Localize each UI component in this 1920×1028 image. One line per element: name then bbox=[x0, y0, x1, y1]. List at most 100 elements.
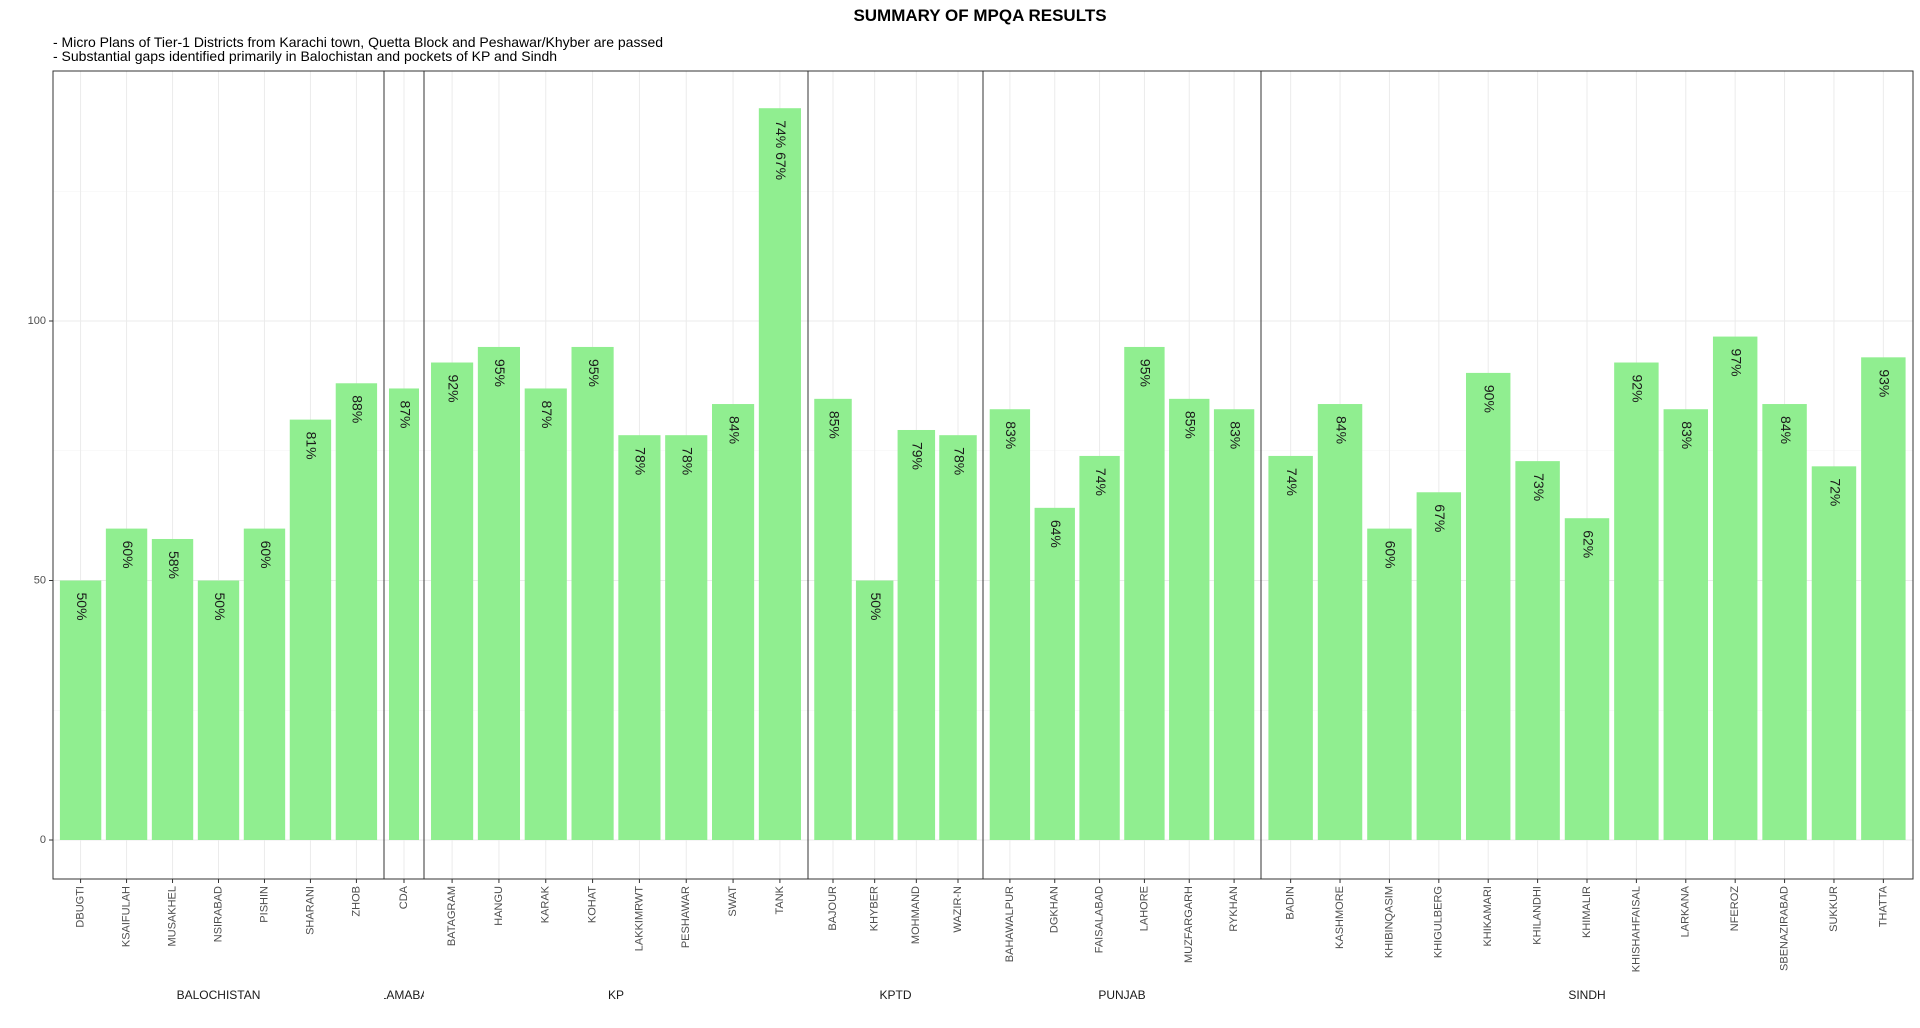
bar-value-label: 92% bbox=[1630, 375, 1646, 403]
bar-wazir-n bbox=[939, 435, 977, 840]
bar-value-label: 85% bbox=[1183, 411, 1199, 439]
bar-sukkur bbox=[1811, 466, 1857, 840]
bar-khilandhi bbox=[1515, 461, 1560, 840]
bar-value-label: 88% bbox=[350, 395, 366, 423]
bar-value-label: 62% bbox=[1580, 530, 1596, 558]
bar-value-label: 93% bbox=[1877, 369, 1893, 397]
bar-kashmore bbox=[1317, 404, 1363, 840]
bar-lahore bbox=[1124, 346, 1165, 840]
bar-value-label: 83% bbox=[1227, 421, 1243, 449]
x-category-label: BAJOUR bbox=[827, 886, 839, 931]
bar-value-label: 58% bbox=[166, 551, 182, 579]
bar-value-label: 73% bbox=[1531, 473, 1547, 501]
x-category-label: KHYBER bbox=[869, 886, 881, 931]
x-category-label: BATAGRAM bbox=[446, 886, 458, 946]
bar-value-label: 83% bbox=[1679, 421, 1695, 449]
bar-value-label: 50% bbox=[868, 593, 884, 621]
bar-nferoz bbox=[1712, 336, 1758, 840]
bar-value-label: 64% bbox=[1048, 520, 1064, 548]
bar-value-label: 60% bbox=[258, 541, 274, 569]
x-category-label: KHIGULBERG bbox=[1433, 886, 1445, 958]
bar-value-label: 92% bbox=[445, 375, 461, 403]
x-category-label: CDA bbox=[398, 885, 410, 909]
subtitle-note-1: - Micro Plans of Tier-1 Districts from K… bbox=[53, 34, 664, 50]
bar-rykhan bbox=[1213, 409, 1255, 840]
bar-musakhel bbox=[151, 538, 194, 840]
y-tick-label: 50 bbox=[34, 574, 46, 586]
bar-value-label: 84% bbox=[1778, 416, 1794, 444]
x-category-label: SWAT bbox=[727, 886, 739, 917]
bar-value-label: 67% bbox=[1432, 504, 1448, 532]
bar-nsirabad bbox=[197, 580, 240, 840]
y-axis: 0 50 100 bbox=[28, 315, 1884, 883]
x-category-label: DGKHAN bbox=[1049, 886, 1061, 933]
bar-value-label: 90% bbox=[1482, 385, 1498, 413]
bar-muzfargarh bbox=[1169, 398, 1210, 840]
x-category-label: PISHIN bbox=[258, 886, 270, 923]
x-category-label: NSIRABAD bbox=[212, 886, 224, 942]
x-category-label: SBENAZIRABAD bbox=[1778, 886, 1790, 971]
x-axis-labels: DBUGTI KSAIFULAH MUSAKHEL NSIRABAD PISHIN SHA… bbox=[74, 885, 1889, 972]
bar-value-label: 78% bbox=[680, 447, 696, 475]
x-category-label: BADIN bbox=[1285, 886, 1297, 920]
x-category-label: KHISHAHFAISAL bbox=[1630, 886, 1642, 972]
x-category-label: THATTA bbox=[1877, 885, 1889, 927]
x-category-label: KOHAT bbox=[586, 886, 598, 923]
bar-value-label: 83% bbox=[1003, 421, 1019, 449]
y-tick-label: 0 bbox=[40, 834, 46, 846]
group-label-sindh: SINDH bbox=[1568, 988, 1605, 1002]
x-category-label: BAHAWALPUR bbox=[1004, 886, 1016, 962]
x-category-label: KSAIFULAH bbox=[120, 886, 132, 947]
bar-value-label: 95% bbox=[492, 359, 508, 387]
chart-title: SUMMARY OF MPQA RESULTS bbox=[853, 6, 1107, 25]
bar-zhob bbox=[335, 383, 378, 840]
y-tick-label: 100 bbox=[28, 315, 46, 327]
bar-swat bbox=[712, 404, 755, 840]
bar-khimalir bbox=[1564, 518, 1610, 840]
bar-value-label: 84% bbox=[1333, 416, 1349, 444]
bar-batagram bbox=[431, 362, 474, 840]
bar-bahawalpur bbox=[989, 409, 1031, 840]
group-label-balochistan: BALOCHISTAN bbox=[177, 988, 261, 1002]
x-category-label: FAISALABAD bbox=[1093, 886, 1105, 953]
x-category-label: RYKHAN bbox=[1228, 886, 1240, 932]
bar-value-label: 95% bbox=[586, 359, 602, 387]
group-labels: BALOCHISTAN LAMABA KP KPTD PUNJAB SINDH bbox=[177, 988, 1606, 1002]
x-category-label: NFEROZ bbox=[1729, 886, 1741, 932]
bar-peshawar bbox=[665, 435, 708, 840]
bar-dbugti bbox=[59, 580, 102, 840]
subtitle-note-2: - Substantial gaps identified primarily … bbox=[53, 48, 558, 64]
bar-khibinqasim bbox=[1367, 528, 1412, 840]
bar-kohat bbox=[571, 346, 614, 840]
bar-value-label: 85% bbox=[826, 411, 842, 439]
bar-khikamari bbox=[1465, 372, 1511, 840]
bar-value-label: 87% bbox=[539, 400, 555, 428]
bar-value-label: 81% bbox=[304, 432, 320, 460]
bar-faisalabad bbox=[1079, 455, 1120, 840]
bar-sharani bbox=[289, 419, 332, 840]
x-category-label: KHIKAMARI bbox=[1482, 886, 1494, 947]
bar-sbenazirabad bbox=[1762, 404, 1807, 840]
bar-dgkhan bbox=[1034, 507, 1075, 840]
bar-value-label: 78% bbox=[951, 447, 967, 475]
bar-khigulberg bbox=[1416, 492, 1462, 840]
bar-value-label: 74% 67% bbox=[773, 120, 789, 180]
x-category-label: LARKANA bbox=[1680, 885, 1692, 937]
x-category-label: ZHOB bbox=[350, 886, 362, 917]
bar-lakkimrwt bbox=[618, 435, 661, 840]
group-label-kp: KP bbox=[608, 988, 624, 1002]
x-category-label: LAHORE bbox=[1138, 886, 1150, 931]
x-category-label: SHARANI bbox=[304, 886, 316, 935]
bar-mohmand bbox=[897, 429, 936, 840]
x-category-label: MUZFARGARH bbox=[1183, 886, 1195, 963]
x-category-label: KHIBINQASIM bbox=[1383, 886, 1395, 958]
x-category-label: TANK bbox=[774, 885, 786, 914]
bar-value-label: 50% bbox=[74, 593, 90, 621]
bar-value-label: 79% bbox=[910, 442, 926, 470]
bar-badin bbox=[1268, 455, 1313, 840]
bars-layer: 50% 60% 58% 50% 60% 81% 88% 87% 92% 95% 87% 95% 78% 7… bbox=[59, 108, 1906, 840]
x-category-label: KARAK bbox=[540, 885, 552, 923]
x-category-label: MOHMAND bbox=[910, 886, 922, 944]
x-category-label: KHILANDHI bbox=[1532, 886, 1544, 945]
